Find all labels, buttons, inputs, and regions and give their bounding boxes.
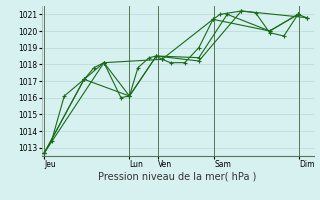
X-axis label: Pression niveau de la mer( hPa ): Pression niveau de la mer( hPa ) [99, 172, 257, 182]
